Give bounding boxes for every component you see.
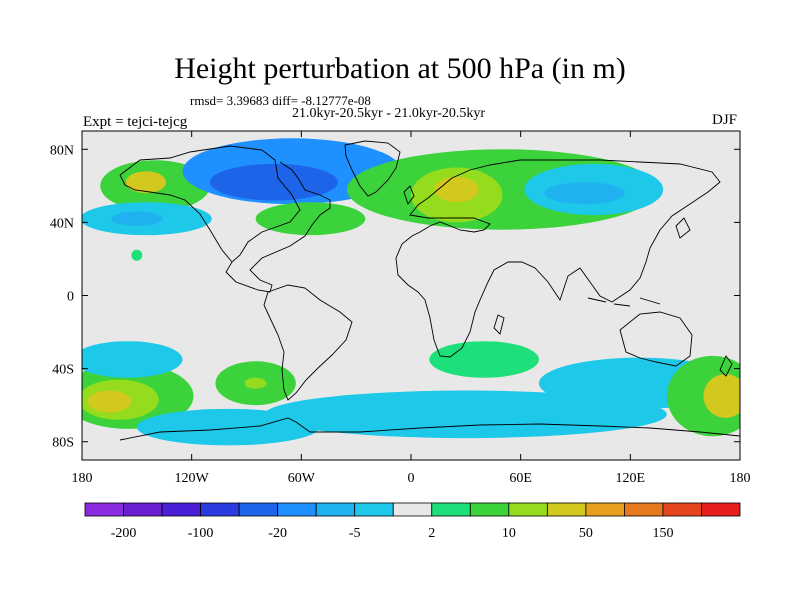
anomaly-region — [264, 390, 667, 439]
anomaly-region — [87, 390, 132, 413]
colorbar-label: -20 — [268, 526, 287, 541]
colorbar-swatch — [84, 502, 124, 517]
anomaly-region — [544, 182, 625, 205]
colorbar-swatch — [701, 502, 741, 517]
colorbar-label: 10 — [502, 526, 516, 541]
anomaly-region — [82, 341, 183, 378]
colorbar-label: -5 — [349, 526, 361, 541]
colorbar-swatch — [238, 502, 279, 517]
y-tick-label: 80N — [50, 143, 74, 158]
colorbar-swatch — [624, 502, 664, 517]
colorbar-swatch — [431, 502, 471, 517]
anomaly-region — [131, 249, 143, 261]
x-tick-label: 60W — [288, 471, 316, 486]
x-tick-label: 120E — [616, 471, 646, 486]
x-tick-label: 180 — [730, 471, 751, 486]
stats-subtitle: rmsd= 3.39683 diff= -8.12777e-08 — [190, 93, 371, 108]
y-axis: 80N 40N 0 40S 80S — [50, 143, 740, 451]
colorbar-swatch — [277, 502, 317, 517]
anomaly-region — [255, 202, 366, 236]
anomaly-region — [244, 377, 267, 389]
x-tick-label: 180 — [72, 471, 93, 486]
period-subtitle: 21.0kyr-20.5kyr - 21.0kyr-20.5kyr — [292, 106, 486, 121]
colorbar-swatch — [469, 502, 510, 517]
colorbar-swatch — [200, 502, 240, 517]
colorbar-swatch — [508, 502, 548, 517]
colorbar: -200 -100 -20 -5 2 10 50 150 — [84, 502, 741, 541]
y-tick-label: 80S — [52, 436, 74, 451]
x-tick-label: 0 — [408, 471, 415, 486]
colorbar-swatch — [392, 502, 433, 517]
anomaly-region — [434, 176, 479, 203]
colorbar-label: 150 — [652, 526, 673, 541]
anomaly-region — [125, 171, 167, 194]
anomaly-region — [703, 374, 740, 418]
coastlines — [119, 140, 740, 441]
experiment-label: Expt = tejci-tejcg — [83, 114, 188, 130]
colorbar-label: 2 — [428, 526, 435, 541]
colorbar-swatch — [315, 502, 356, 517]
anomaly-region — [111, 211, 163, 227]
anomaly-fields — [82, 138, 740, 446]
y-tick-label: 40N — [50, 216, 74, 231]
colorbar-label: 50 — [579, 526, 593, 541]
colorbar-swatch — [123, 502, 163, 517]
colorbar-swatch — [546, 502, 587, 517]
y-tick-label: 40S — [52, 363, 74, 378]
colorbar-swatch — [161, 502, 201, 517]
colorbar-label: -100 — [188, 526, 214, 541]
colorbar-swatch — [662, 502, 702, 517]
chart-title: Height perturbation at 500 hPa (in m) — [174, 52, 626, 85]
anomaly-region — [429, 341, 539, 378]
colorbar-swatch — [354, 502, 394, 517]
anomaly-region — [209, 163, 338, 201]
colorbar-swatch — [585, 502, 625, 517]
season-label: DJF — [712, 112, 738, 128]
x-axis: 180 120W 60W 0 60E 120E 180 — [72, 131, 751, 486]
y-tick-label: 0 — [67, 290, 74, 305]
colorbar-label: -200 — [111, 526, 137, 541]
x-tick-label: 60E — [509, 471, 532, 486]
x-tick-label: 120W — [175, 471, 210, 486]
plot-area — [81, 130, 741, 461]
